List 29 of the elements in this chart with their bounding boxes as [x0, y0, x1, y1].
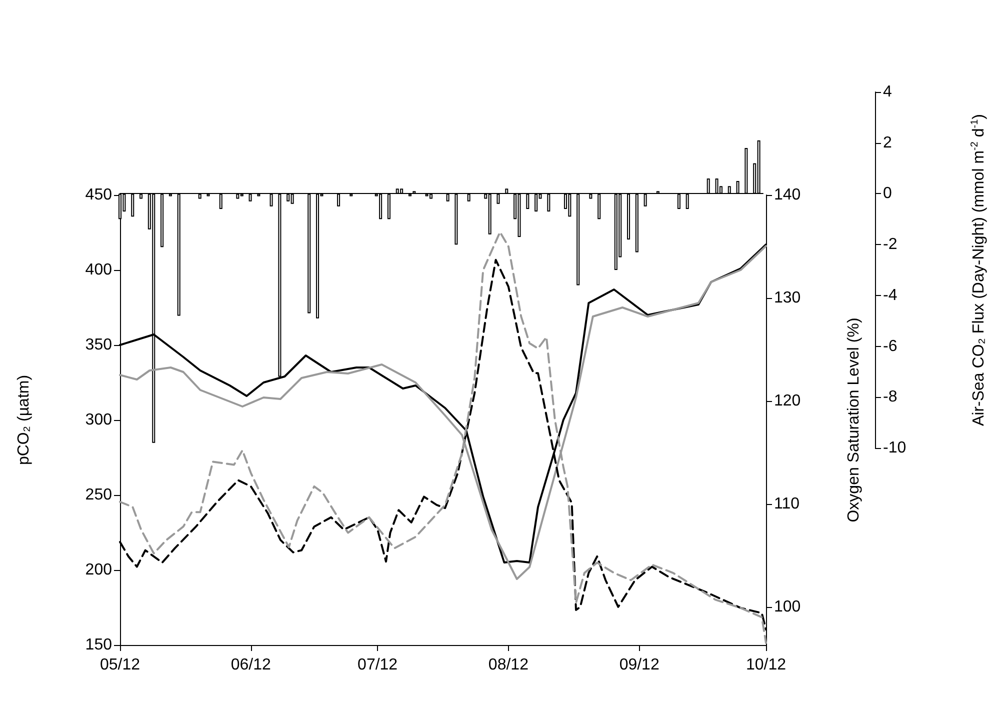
- x-tick-label: 10/12: [746, 656, 786, 674]
- y3-tick-label: -8: [883, 388, 898, 406]
- y2-tick-label: 140: [774, 186, 801, 204]
- y-tick-label: 400: [85, 262, 112, 278]
- y-tick-label: 350: [85, 336, 112, 354]
- y-tick-label: 150: [85, 636, 112, 654]
- y2-tick-label: 110: [774, 495, 800, 512]
- y3-axis-title: Air-Sea CO₂ Flux (Day-Night) (mmol m-2 d-1): [970, 114, 988, 426]
- x-tick-label: 06/12: [230, 656, 272, 674]
- y-tick-label: 250: [85, 486, 112, 504]
- y3-tick-label: 4: [883, 84, 892, 100]
- x-tick-label: 08/12: [488, 656, 529, 674]
- y2-tick-label: 130: [774, 289, 801, 306]
- x-tick-label: 05/12: [100, 656, 140, 674]
- x-tick-label: 09/12: [619, 656, 660, 674]
- y3-tick-label: -6: [883, 338, 898, 355]
- y3-tick-label: -2: [883, 236, 898, 254]
- y2-tick-label: 100: [774, 598, 801, 616]
- y-tick-label: 450: [85, 186, 112, 204]
- y3-tick-label: 0: [883, 185, 892, 202]
- y-tick-label: 300: [85, 412, 112, 428]
- x-tick-label: 07/12: [358, 656, 398, 674]
- y3-tick-label: -4: [883, 286, 898, 304]
- y3-tick-label: 2: [883, 134, 892, 152]
- y-tick-label: 200: [85, 562, 112, 578]
- y-axis-title: pCO₂ (µatm): [16, 374, 32, 466]
- y3-tick-label: -10: [883, 440, 906, 456]
- y2-tick-label: 120: [774, 392, 801, 410]
- y2-axis-title: Oxygen Saturation Level (%): [846, 318, 862, 522]
